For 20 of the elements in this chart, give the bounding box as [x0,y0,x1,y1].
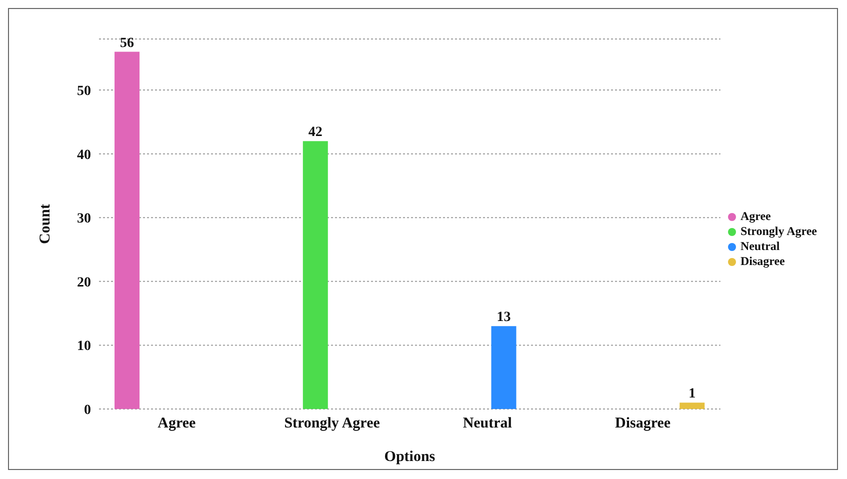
x-tick-label: Strongly Agree [284,416,380,432]
data-label: 42 [308,125,322,140]
y-tick-label: 10 [77,339,91,354]
legend-label: Strongly Agree [740,224,817,238]
data-label: 56 [120,36,134,51]
legend-label: Neutral [740,239,780,253]
x-tick-label: Disagree [614,416,671,432]
x-axis-title: Options [384,449,436,465]
y-tick-label: 30 [77,212,91,227]
legend-label: Disagree [740,254,785,268]
x-tick-label: Neutral [462,416,512,432]
data-label: 13 [496,310,511,326]
y-tick-label: 40 [77,148,91,163]
y-tick-label: 50 [77,84,91,100]
data-label: 1 [688,386,696,402]
x-tick-label: Agree [158,416,196,432]
y-axis-title: Count [37,204,54,244]
y-tick-label: 0 [84,402,91,418]
legend-label: Agree [740,209,771,223]
y-tick-label: 20 [77,275,91,290]
